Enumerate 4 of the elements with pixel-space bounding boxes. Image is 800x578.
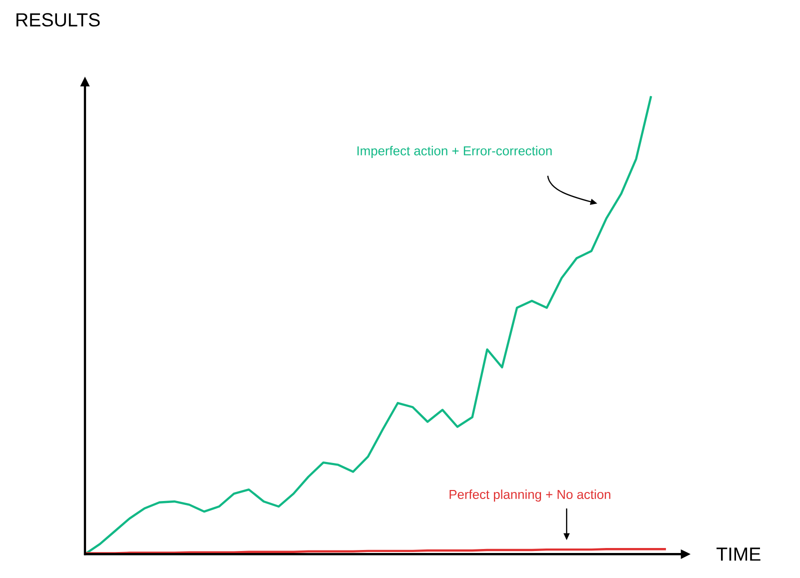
x-axis-title: TIME xyxy=(716,548,760,561)
text: Imperfect action + Error-correction xyxy=(357,146,552,158)
text: Perfect planning + No action xyxy=(450,490,610,502)
y-axis-title: RESULTS xyxy=(16,13,100,27)
